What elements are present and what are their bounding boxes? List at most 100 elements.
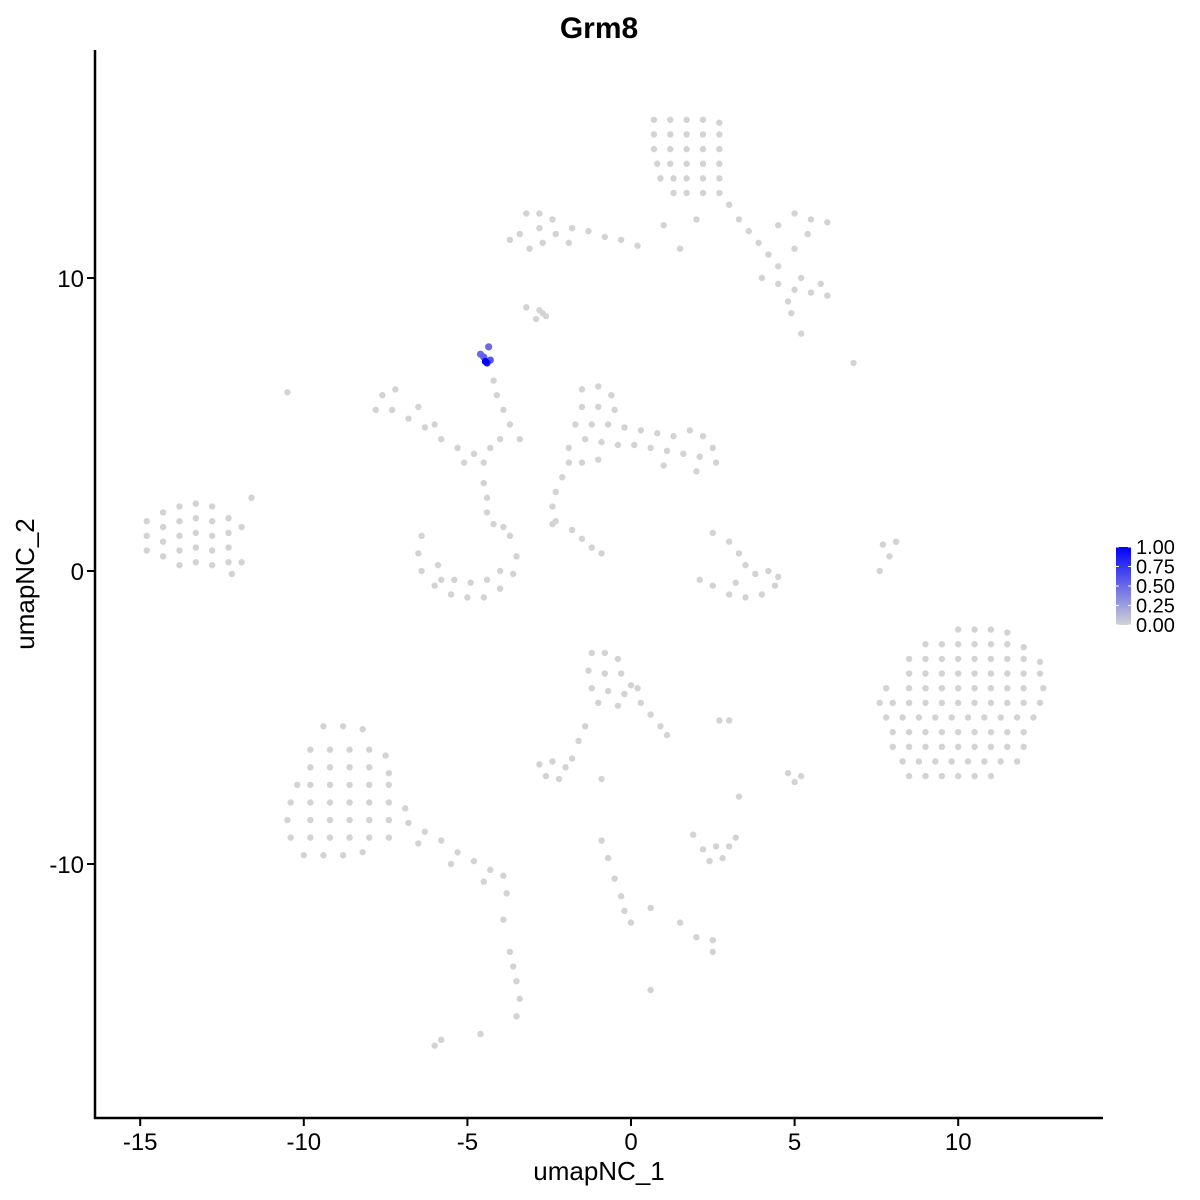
cell-point (650, 145, 658, 153)
cell-point (647, 986, 654, 994)
cell-point (595, 403, 602, 411)
cell-point (176, 532, 183, 540)
cell-point (143, 547, 150, 554)
cell-point (385, 816, 393, 824)
y-tick-label: 10 (57, 266, 84, 293)
cell-point (1036, 670, 1044, 677)
cell-point (366, 816, 373, 824)
cell-point (405, 819, 412, 827)
cell-point (601, 670, 609, 677)
cell-point (683, 131, 690, 138)
cell-point (536, 210, 543, 217)
cell-point (418, 567, 425, 575)
cell-point (932, 714, 939, 721)
cell-point (788, 309, 795, 317)
cell-point (676, 245, 684, 252)
cell-point (506, 948, 514, 956)
cell-point (1036, 699, 1044, 707)
cell-point (699, 175, 707, 182)
cell-point (621, 424, 628, 431)
cell-point (326, 746, 334, 753)
cell-point (922, 743, 929, 750)
cell-point (699, 131, 707, 138)
cell-point (617, 893, 625, 900)
cell-point (536, 224, 543, 232)
cell-point (797, 330, 805, 337)
legend-tick-label: 1.00 (1136, 537, 1175, 559)
cell-point (775, 222, 782, 229)
cell-point (568, 224, 576, 232)
cell-point (1030, 714, 1037, 721)
cell-point (670, 433, 677, 440)
cell-point (359, 726, 366, 733)
cell-point (496, 567, 504, 575)
cell-point (604, 854, 612, 862)
cell-point (421, 828, 429, 835)
cell-point (981, 714, 988, 721)
cell-point (565, 239, 573, 247)
cell-point (676, 919, 684, 926)
cell-point (513, 1013, 520, 1020)
cell-point (382, 752, 389, 759)
cell-point (483, 494, 491, 501)
cell-point (709, 936, 716, 944)
cell-point (588, 685, 595, 692)
legend-tick-label: 0.00 (1136, 615, 1175, 637)
cell-point (549, 520, 556, 528)
cell-point (366, 746, 373, 753)
legend-tick-label: 0.50 (1136, 576, 1175, 598)
cell-point (506, 532, 514, 540)
cell-point (516, 230, 523, 238)
cell-point (490, 520, 497, 528)
points-layer (143, 116, 1047, 1049)
cell-point (614, 655, 622, 663)
cell-point (578, 403, 586, 411)
cell-point (143, 517, 150, 525)
cell-point (555, 775, 563, 783)
cell-point (431, 421, 438, 428)
cell-point (225, 544, 232, 551)
cell-point (578, 535, 586, 542)
cell-point (588, 544, 595, 551)
cell-point (725, 538, 733, 545)
cell-point (392, 386, 399, 393)
cell-point (307, 834, 314, 841)
cell-point (1020, 643, 1027, 651)
cell-point (451, 576, 458, 583)
cell-point (510, 570, 517, 578)
cell-point (307, 746, 314, 753)
legend-tick-label: 0.75 (1136, 557, 1175, 579)
cell-point (647, 444, 654, 452)
cell-point (964, 714, 972, 721)
cell-point (905, 655, 913, 663)
expressed-cell-point (481, 357, 489, 366)
cell-point (552, 488, 559, 496)
cell-point (725, 591, 733, 598)
cell-point (225, 559, 232, 566)
cell-point (663, 447, 671, 455)
cell-point (366, 764, 373, 771)
x-tick-label: 5 (788, 1129, 801, 1156)
cell-point (680, 450, 687, 457)
cell-point (621, 907, 628, 915)
cell-point (447, 860, 455, 868)
cell-point (159, 509, 167, 516)
y-axis-title: umapNC_2 (10, 518, 40, 650)
x-tick-label: -5 (457, 1129, 478, 1156)
cell-point (487, 866, 494, 874)
cell-point (905, 670, 913, 677)
x-tick-label: 10 (945, 1129, 972, 1156)
cell-point (562, 764, 569, 771)
cell-point (889, 699, 896, 707)
cell-point (637, 427, 645, 434)
cell-point (320, 852, 327, 859)
cell-point (791, 245, 798, 252)
cell-point (955, 685, 962, 692)
cell-point (539, 309, 546, 317)
cell-point (709, 948, 716, 956)
cell-point (500, 406, 507, 414)
cell-point (892, 538, 900, 545)
cell-point (539, 239, 546, 247)
cell-point (683, 116, 690, 123)
cell-point (742, 594, 749, 601)
